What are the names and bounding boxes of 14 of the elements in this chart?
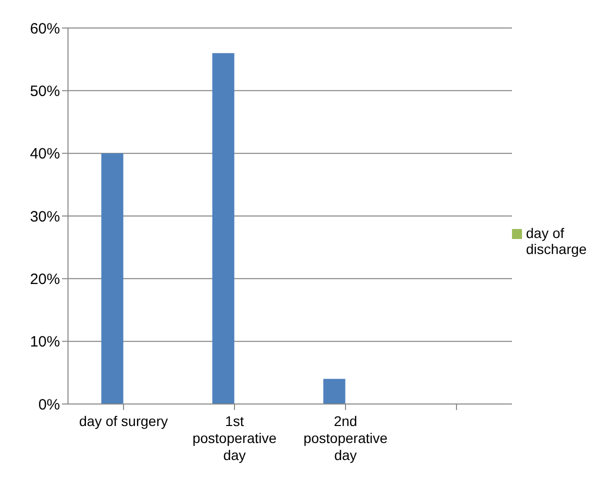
x-tick-label: 1st postoperative day xyxy=(192,413,277,463)
y-tick-label: 0% xyxy=(38,396,60,414)
x-tick-label: day of surgery xyxy=(79,413,168,429)
y-tick-label: 40% xyxy=(30,146,60,163)
y-tick-label: 10% xyxy=(30,334,60,351)
y-tick-label: 60% xyxy=(30,20,60,38)
legend-label: day of discharge xyxy=(526,225,587,257)
bar xyxy=(212,53,234,404)
x-tick-label: 2nd postoperative day xyxy=(303,413,388,463)
y-tick-label: 20% xyxy=(30,270,60,288)
y-tick-label: 30% xyxy=(30,208,60,226)
bar xyxy=(101,153,124,404)
bar xyxy=(323,378,346,404)
y-tick-label: 50% xyxy=(30,82,60,100)
